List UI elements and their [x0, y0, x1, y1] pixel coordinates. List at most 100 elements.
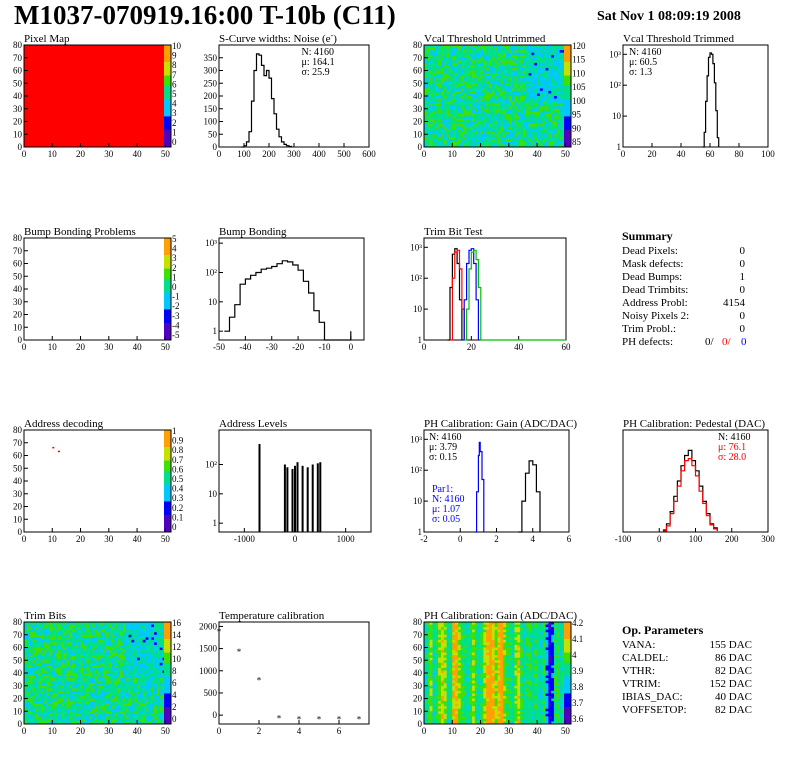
heatmap-cell — [452, 67, 456, 71]
heatmap-cell — [83, 657, 87, 661]
heatmap-cell — [477, 111, 481, 115]
heatmap-cell — [548, 75, 552, 79]
heatmap-cell — [424, 103, 428, 107]
heatmap-cell — [35, 644, 39, 648]
heatmap-cell — [24, 629, 28, 633]
heatmap-cell — [83, 678, 87, 681]
heatmap-cell — [100, 675, 104, 679]
heatmap-cell — [432, 118, 436, 122]
heatmap-cell — [494, 47, 498, 51]
heatmap-cell — [511, 134, 515, 138]
heatmap-cell — [105, 639, 110, 643]
heatmap-cell — [52, 716, 56, 720]
heatmap-cell — [148, 657, 152, 661]
heatmap-cell — [156, 667, 160, 671]
colorbar-segment — [164, 285, 171, 290]
heatmap-cell — [91, 680, 95, 684]
heatmap-cell — [26, 627, 30, 630]
heatmap-cell — [429, 65, 433, 69]
heatmap-cell — [517, 126, 521, 130]
heatmap-cell — [426, 131, 430, 135]
heatmap-cell — [43, 647, 47, 651]
heatmap-cell — [460, 106, 464, 110]
heatmap-cell — [137, 701, 141, 704]
heatmap-cell — [455, 62, 459, 66]
heatmap-cell — [426, 65, 430, 69]
heatmap-cell — [137, 652, 141, 656]
heatmap-cell — [117, 644, 121, 648]
heatmap-cell — [548, 134, 552, 138]
heatmap-cell — [435, 660, 439, 664]
heatmap-cell — [26, 718, 30, 722]
heatmap-cell — [449, 75, 453, 79]
heatmap-cell — [38, 657, 42, 661]
heatmap-cell — [514, 85, 518, 89]
heatmap-cell — [35, 642, 39, 646]
heatmap-cell — [159, 639, 163, 643]
heatmap-cell — [32, 690, 36, 694]
heatmap-cell — [539, 129, 544, 132]
heatmap-cell — [72, 624, 76, 628]
heatmap-cell — [52, 693, 56, 697]
heatmap-cell — [117, 693, 121, 697]
heatmap-cell — [460, 60, 464, 64]
heatmap-cell — [483, 78, 487, 81]
heatmap-cell — [38, 647, 42, 651]
heatmap-cell — [534, 47, 538, 51]
heatmap-cell — [38, 680, 42, 684]
heatmap-cell — [551, 73, 555, 76]
heatmap-cell — [477, 101, 481, 104]
heatmap-cell — [534, 121, 538, 125]
x-tick-label: 30 — [104, 342, 114, 352]
colorbar-segment — [164, 447, 171, 451]
heatmap-cell — [548, 103, 552, 107]
heatmap-cell — [55, 690, 59, 694]
heatmap-area — [24, 45, 171, 147]
colorbar-segment — [164, 133, 171, 138]
heatmap-cell — [60, 690, 64, 694]
heatmap-cell — [534, 129, 538, 132]
heatmap-cell — [435, 121, 439, 125]
heatmap-cell — [424, 688, 428, 692]
heatmap-cell — [86, 675, 90, 679]
heatmap-cell — [466, 126, 470, 130]
heatmap-cell — [49, 644, 53, 648]
heatmap-cell — [531, 85, 535, 89]
heatmap-cell — [66, 650, 70, 653]
heatmap-cell — [452, 108, 456, 112]
heatmap-cell — [57, 637, 62, 641]
heatmap-cell — [446, 60, 450, 64]
heatmap-cell — [26, 706, 30, 709]
heatmap-cell — [452, 78, 456, 81]
heatmap-cell — [105, 634, 110, 638]
heatmap-cell — [128, 655, 132, 658]
heatmap-cell — [114, 650, 118, 653]
heatmap-cell — [24, 652, 28, 656]
heatmap-cell — [491, 103, 495, 107]
heatmap-cell — [483, 121, 487, 125]
heatmap-cell — [522, 116, 527, 120]
heatmap-cell — [117, 660, 121, 664]
heatmap-cell — [486, 96, 490, 99]
heatmap-cell — [514, 60, 518, 64]
heatmap-cell — [534, 85, 538, 89]
heatmap-cell — [91, 629, 95, 633]
heatmap-cell — [469, 80, 473, 84]
heatmap-cell — [424, 88, 428, 92]
heatmap-cell — [424, 78, 428, 81]
heatmap-cell — [105, 627, 110, 630]
colorbar-segment — [164, 679, 171, 684]
heatmap-cell — [52, 637, 56, 641]
heatmap-cell — [449, 70, 453, 74]
heatmap-cell — [46, 698, 50, 702]
heatmap-cell — [505, 50, 510, 53]
heatmap-cell — [103, 667, 107, 671]
heatmap-cell — [43, 652, 47, 656]
heatmap-cell — [77, 647, 81, 651]
heatmap-cell — [38, 721, 42, 725]
heatmap-cell — [89, 644, 93, 648]
heatmap-cell — [491, 60, 495, 64]
heatmap-cell — [111, 624, 115, 628]
heatmap-cell — [520, 116, 524, 120]
colorbar-segment — [564, 48, 571, 53]
